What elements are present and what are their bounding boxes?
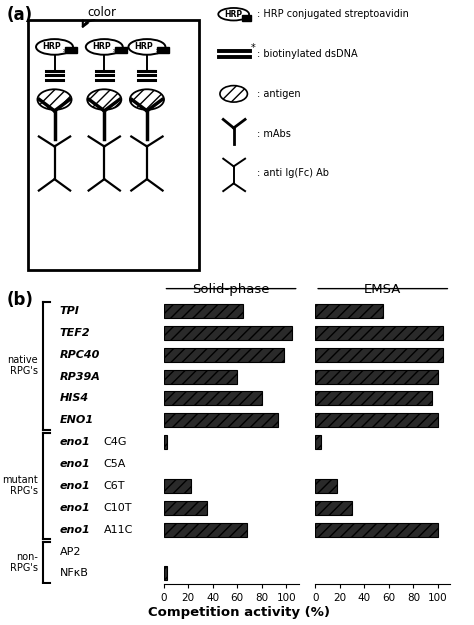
Text: : antigen: : antigen bbox=[257, 89, 301, 99]
Bar bbox=[164, 479, 191, 493]
Text: C6T: C6T bbox=[104, 481, 125, 491]
Text: *: * bbox=[63, 49, 68, 59]
Bar bbox=[164, 326, 292, 340]
Bar bbox=[164, 566, 167, 581]
Text: HRP: HRP bbox=[92, 42, 111, 51]
Text: RPG's: RPG's bbox=[10, 366, 38, 376]
Ellipse shape bbox=[87, 89, 121, 110]
Text: eno1: eno1 bbox=[60, 438, 91, 448]
Ellipse shape bbox=[37, 89, 72, 110]
Text: RPC40: RPC40 bbox=[60, 350, 100, 359]
Text: RP39A: RP39A bbox=[60, 371, 100, 381]
Text: HRP: HRP bbox=[42, 42, 61, 51]
Bar bbox=[164, 435, 167, 449]
Bar bbox=[164, 522, 247, 537]
Title: EMSA: EMSA bbox=[364, 283, 401, 296]
Text: NFκB: NFκB bbox=[60, 569, 89, 579]
Bar bbox=[315, 522, 438, 537]
Bar bbox=[315, 304, 383, 318]
Ellipse shape bbox=[86, 39, 123, 55]
Text: TEF2: TEF2 bbox=[60, 328, 91, 338]
Text: C5A: C5A bbox=[104, 459, 126, 469]
Text: : biotinylated dsDNA: : biotinylated dsDNA bbox=[257, 49, 358, 59]
Text: color: color bbox=[87, 6, 117, 19]
Bar bbox=[164, 348, 284, 362]
Bar bbox=[164, 304, 243, 318]
Bar bbox=[315, 413, 438, 428]
Text: A11C: A11C bbox=[104, 525, 133, 534]
Bar bbox=[315, 369, 438, 384]
Text: AP2: AP2 bbox=[60, 546, 82, 556]
Ellipse shape bbox=[130, 89, 164, 110]
Bar bbox=[315, 435, 321, 449]
Text: : HRP conjugated streptoavidin: : HRP conjugated streptoavidin bbox=[257, 9, 409, 19]
Bar bbox=[28, 20, 199, 270]
Bar bbox=[164, 391, 262, 406]
Bar bbox=[242, 15, 251, 21]
Text: : mAbs: : mAbs bbox=[257, 129, 291, 139]
Text: *: * bbox=[155, 49, 160, 59]
Text: ENO1: ENO1 bbox=[60, 415, 94, 425]
Ellipse shape bbox=[128, 39, 165, 55]
Text: RPG's: RPG's bbox=[10, 486, 38, 496]
Text: native: native bbox=[8, 355, 38, 365]
Bar bbox=[315, 391, 432, 406]
Bar bbox=[164, 501, 207, 515]
Text: eno1: eno1 bbox=[60, 459, 91, 469]
Bar bbox=[315, 326, 443, 340]
Text: (b): (b) bbox=[7, 291, 34, 309]
Bar bbox=[115, 47, 127, 54]
Text: HIS4: HIS4 bbox=[60, 394, 89, 404]
Text: (a): (a) bbox=[7, 6, 33, 24]
Text: : anti Ig(Fc) Ab: : anti Ig(Fc) Ab bbox=[257, 169, 329, 179]
Text: RPG's: RPG's bbox=[10, 563, 38, 573]
Text: Competition activity (%): Competition activity (%) bbox=[148, 606, 330, 619]
Text: HRP: HRP bbox=[225, 10, 243, 19]
Text: TPI: TPI bbox=[60, 306, 80, 316]
Text: *: * bbox=[251, 42, 255, 52]
Bar bbox=[164, 369, 237, 384]
Ellipse shape bbox=[220, 86, 247, 102]
Ellipse shape bbox=[218, 8, 249, 21]
Text: HRP: HRP bbox=[135, 42, 154, 51]
Bar bbox=[157, 47, 169, 54]
Bar bbox=[315, 348, 443, 362]
Bar bbox=[65, 47, 77, 54]
Text: non-: non- bbox=[16, 552, 38, 562]
Bar bbox=[315, 501, 352, 515]
Text: *: * bbox=[113, 49, 118, 59]
Text: C10T: C10T bbox=[104, 503, 132, 512]
Text: C4G: C4G bbox=[104, 438, 127, 448]
Bar bbox=[315, 479, 337, 493]
Text: mutant: mutant bbox=[2, 476, 38, 486]
Text: eno1: eno1 bbox=[60, 503, 91, 512]
Bar bbox=[164, 413, 278, 428]
Ellipse shape bbox=[36, 39, 73, 55]
Title: Solid-phase: Solid-phase bbox=[192, 283, 270, 296]
Text: eno1: eno1 bbox=[60, 525, 91, 534]
Text: eno1: eno1 bbox=[60, 481, 91, 491]
